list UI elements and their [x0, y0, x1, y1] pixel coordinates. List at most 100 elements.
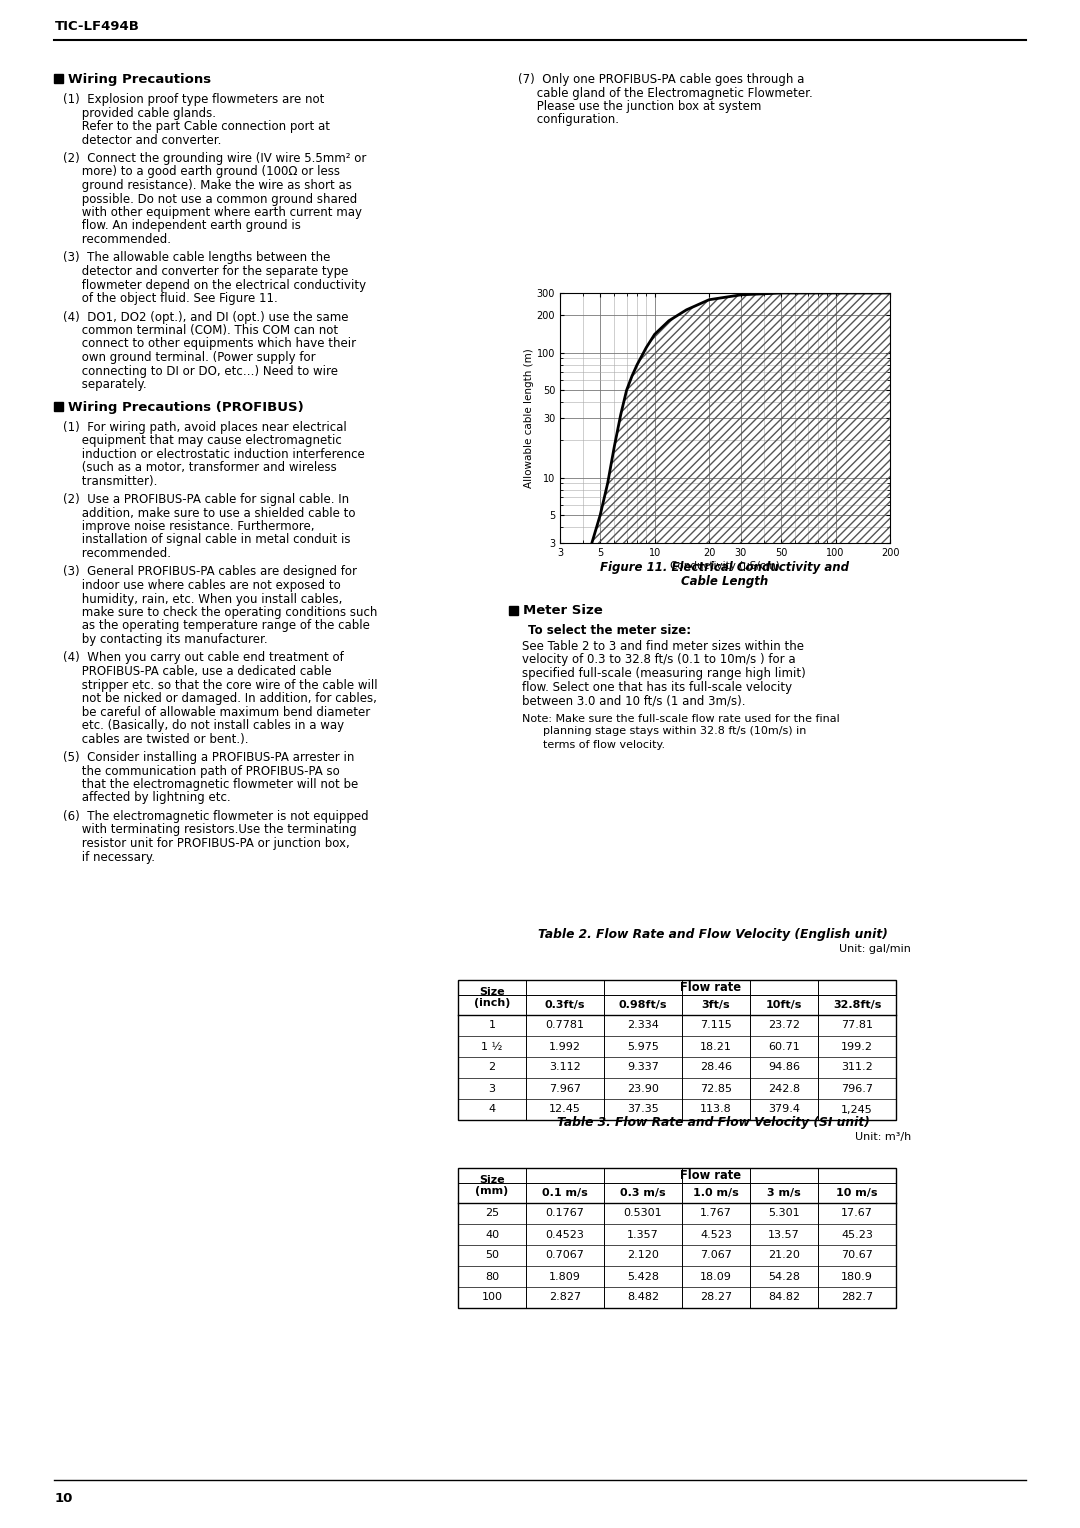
Bar — [54, 402, 63, 411]
Text: between 3.0 and 10 ft/s (1 and 3m/s).: between 3.0 and 10 ft/s (1 and 3m/s). — [522, 694, 745, 707]
Text: resistor unit for PROFIBUS-PA or junction box,: resistor unit for PROFIBUS-PA or junctio… — [63, 837, 350, 850]
Text: recommended.: recommended. — [63, 547, 171, 559]
Text: if necessary.: if necessary. — [63, 851, 156, 863]
Text: 1,245: 1,245 — [841, 1105, 873, 1114]
Text: TIC-LF494B: TIC-LF494B — [55, 20, 140, 34]
Text: 0.7781: 0.7781 — [545, 1021, 584, 1030]
Text: connecting to DI or DO, etc…) Need to wire: connecting to DI or DO, etc…) Need to wi… — [63, 365, 338, 377]
Text: 0.4523: 0.4523 — [545, 1230, 584, 1239]
Text: Flow rate: Flow rate — [680, 981, 742, 995]
Text: ground resistance). Make the wire as short as: ground resistance). Make the wire as sho… — [63, 179, 352, 193]
Text: 1.809: 1.809 — [549, 1271, 581, 1282]
Text: addition, make sure to use a shielded cable to: addition, make sure to use a shielded ca… — [63, 506, 355, 520]
Text: provided cable glands.: provided cable glands. — [63, 107, 216, 119]
Text: Table 2. Flow Rate and Flow Velocity (English unit): Table 2. Flow Rate and Flow Velocity (En… — [538, 927, 888, 941]
Text: be careful of allowable maximum bend diameter: be careful of allowable maximum bend dia… — [63, 706, 370, 718]
Text: detector and converter for the separate type: detector and converter for the separate … — [63, 264, 349, 278]
Text: PROFIBUS-PA cable, use a dedicated cable: PROFIBUS-PA cable, use a dedicated cable — [63, 665, 332, 678]
Text: specified full-scale (measuring range high limit): specified full-scale (measuring range hi… — [522, 668, 806, 680]
Bar — [458, 1167, 896, 1308]
Text: 28.46: 28.46 — [700, 1062, 732, 1073]
Text: (5)  Consider installing a PROFIBUS-PA arrester in: (5) Consider installing a PROFIBUS-PA ar… — [63, 750, 354, 764]
Text: 40: 40 — [485, 1230, 499, 1239]
Text: 3 m/s: 3 m/s — [767, 1187, 801, 1198]
Text: 17.67: 17.67 — [841, 1209, 873, 1218]
Text: Size
(inch): Size (inch) — [474, 987, 510, 1008]
Text: common terminal (COM). This COM can not: common terminal (COM). This COM can not — [63, 324, 338, 338]
Text: 1.357: 1.357 — [627, 1230, 659, 1239]
Text: planning stage stays within 32.8 ft/s (10m/s) in: planning stage stays within 32.8 ft/s (1… — [522, 726, 807, 736]
Text: 282.7: 282.7 — [841, 1293, 873, 1302]
Text: of the object fluid. See Figure 11.: of the object fluid. See Figure 11. — [63, 292, 278, 306]
Y-axis label: Allowable cable length (m): Allowable cable length (m) — [524, 348, 534, 487]
Text: Wiring Precautions (PROFIBUS): Wiring Precautions (PROFIBUS) — [68, 400, 303, 414]
Text: 72.85: 72.85 — [700, 1083, 732, 1094]
Text: 23.90: 23.90 — [627, 1083, 659, 1094]
Text: Flow rate: Flow rate — [680, 1169, 742, 1183]
Bar — [509, 605, 518, 614]
Bar — [54, 73, 63, 83]
Text: Table 3. Flow Rate and Flow Velocity (SI unit): Table 3. Flow Rate and Flow Velocity (SI… — [556, 1115, 869, 1129]
Text: recommended.: recommended. — [63, 232, 171, 246]
Text: affected by lightning etc.: affected by lightning etc. — [63, 792, 231, 805]
Text: 1: 1 — [488, 1021, 496, 1030]
Text: 199.2: 199.2 — [841, 1042, 873, 1051]
Text: velocity of 0.3 to 32.8 ft/s (0.1 to 10m/s ) for a: velocity of 0.3 to 32.8 ft/s (0.1 to 10m… — [522, 654, 796, 666]
Text: 84.82: 84.82 — [768, 1293, 800, 1302]
Text: 0.3 m/s: 0.3 m/s — [620, 1187, 665, 1198]
X-axis label: Conductivity (μS/cm): Conductivity (μS/cm) — [670, 561, 780, 570]
Text: 21.20: 21.20 — [768, 1250, 800, 1261]
Text: 50: 50 — [485, 1250, 499, 1261]
Text: (such as a motor, transformer and wireless: (such as a motor, transformer and wirele… — [63, 461, 337, 474]
Text: cable gland of the Electromagnetic Flowmeter.: cable gland of the Electromagnetic Flowm… — [518, 87, 813, 99]
Text: separately.: separately. — [63, 377, 147, 391]
Text: 796.7: 796.7 — [841, 1083, 873, 1094]
Text: configuration.: configuration. — [518, 113, 619, 127]
Text: induction or electrostatic induction interference: induction or electrostatic induction int… — [63, 448, 365, 460]
Text: (3)  General PROFIBUS-PA cables are designed for: (3) General PROFIBUS-PA cables are desig… — [63, 565, 357, 579]
Text: 80: 80 — [485, 1271, 499, 1282]
Text: Note: Make sure the full-scale flow rate used for the final: Note: Make sure the full-scale flow rate… — [522, 714, 840, 723]
Text: with other equipment where earth current may: with other equipment where earth current… — [63, 206, 362, 219]
Text: indoor use where cables are not exposed to: indoor use where cables are not exposed … — [63, 579, 341, 591]
Text: 18.21: 18.21 — [700, 1042, 732, 1051]
Text: (7)  Only one PROFIBUS-PA cable goes through a: (7) Only one PROFIBUS-PA cable goes thro… — [518, 73, 805, 86]
Text: 28.27: 28.27 — [700, 1293, 732, 1302]
Text: 2.334: 2.334 — [627, 1021, 659, 1030]
Text: 113.8: 113.8 — [700, 1105, 732, 1114]
Text: 4.523: 4.523 — [700, 1230, 732, 1239]
Text: as the operating temperature range of the cable: as the operating temperature range of th… — [63, 619, 369, 633]
Text: 379.4: 379.4 — [768, 1105, 800, 1114]
Text: (6)  The electromagnetic flowmeter is not equipped: (6) The electromagnetic flowmeter is not… — [63, 810, 368, 824]
Text: 0.3ft/s: 0.3ft/s — [544, 999, 585, 1010]
Text: equipment that may cause electromagnetic: equipment that may cause electromagnetic — [63, 434, 341, 448]
Text: Unit: m³/h: Unit: m³/h — [854, 1132, 912, 1141]
Text: Wiring Precautions: Wiring Precautions — [68, 73, 211, 86]
Text: 23.72: 23.72 — [768, 1021, 800, 1030]
Text: 0.1 m/s: 0.1 m/s — [542, 1187, 588, 1198]
Text: 242.8: 242.8 — [768, 1083, 800, 1094]
Text: stripper etc. so that the core wire of the cable will: stripper etc. so that the core wire of t… — [63, 678, 378, 692]
Text: 1.767: 1.767 — [700, 1209, 732, 1218]
Text: 2: 2 — [488, 1062, 496, 1073]
Text: 100: 100 — [482, 1293, 502, 1302]
Text: 10ft/s: 10ft/s — [766, 999, 802, 1010]
Text: 18.09: 18.09 — [700, 1271, 732, 1282]
Text: with terminating resistors.Use the terminating: with terminating resistors.Use the termi… — [63, 824, 356, 836]
Text: 70.67: 70.67 — [841, 1250, 873, 1261]
Text: Figure 11. Electrical Conductivity and: Figure 11. Electrical Conductivity and — [600, 561, 850, 575]
Text: (4)  DO1, DO2 (opt.), and DI (opt.) use the same: (4) DO1, DO2 (opt.), and DI (opt.) use t… — [63, 310, 349, 324]
Text: (3)  The allowable cable lengths between the: (3) The allowable cable lengths between … — [63, 252, 330, 264]
Text: 10 m/s: 10 m/s — [836, 1187, 878, 1198]
Text: 25: 25 — [485, 1209, 499, 1218]
Text: flowmeter depend on the electrical conductivity: flowmeter depend on the electrical condu… — [63, 278, 366, 292]
Text: 7.067: 7.067 — [700, 1250, 732, 1261]
Text: 54.28: 54.28 — [768, 1271, 800, 1282]
Text: 3.112: 3.112 — [549, 1062, 581, 1073]
Text: 7.115: 7.115 — [700, 1021, 732, 1030]
Text: flow. An independent earth ground is: flow. An independent earth ground is — [63, 220, 301, 232]
Bar — [458, 979, 896, 1120]
Text: Size
(mm): Size (mm) — [475, 1175, 509, 1196]
Text: 9.337: 9.337 — [627, 1062, 659, 1073]
Text: etc. (Basically, do not install cables in a way: etc. (Basically, do not install cables i… — [63, 720, 345, 732]
